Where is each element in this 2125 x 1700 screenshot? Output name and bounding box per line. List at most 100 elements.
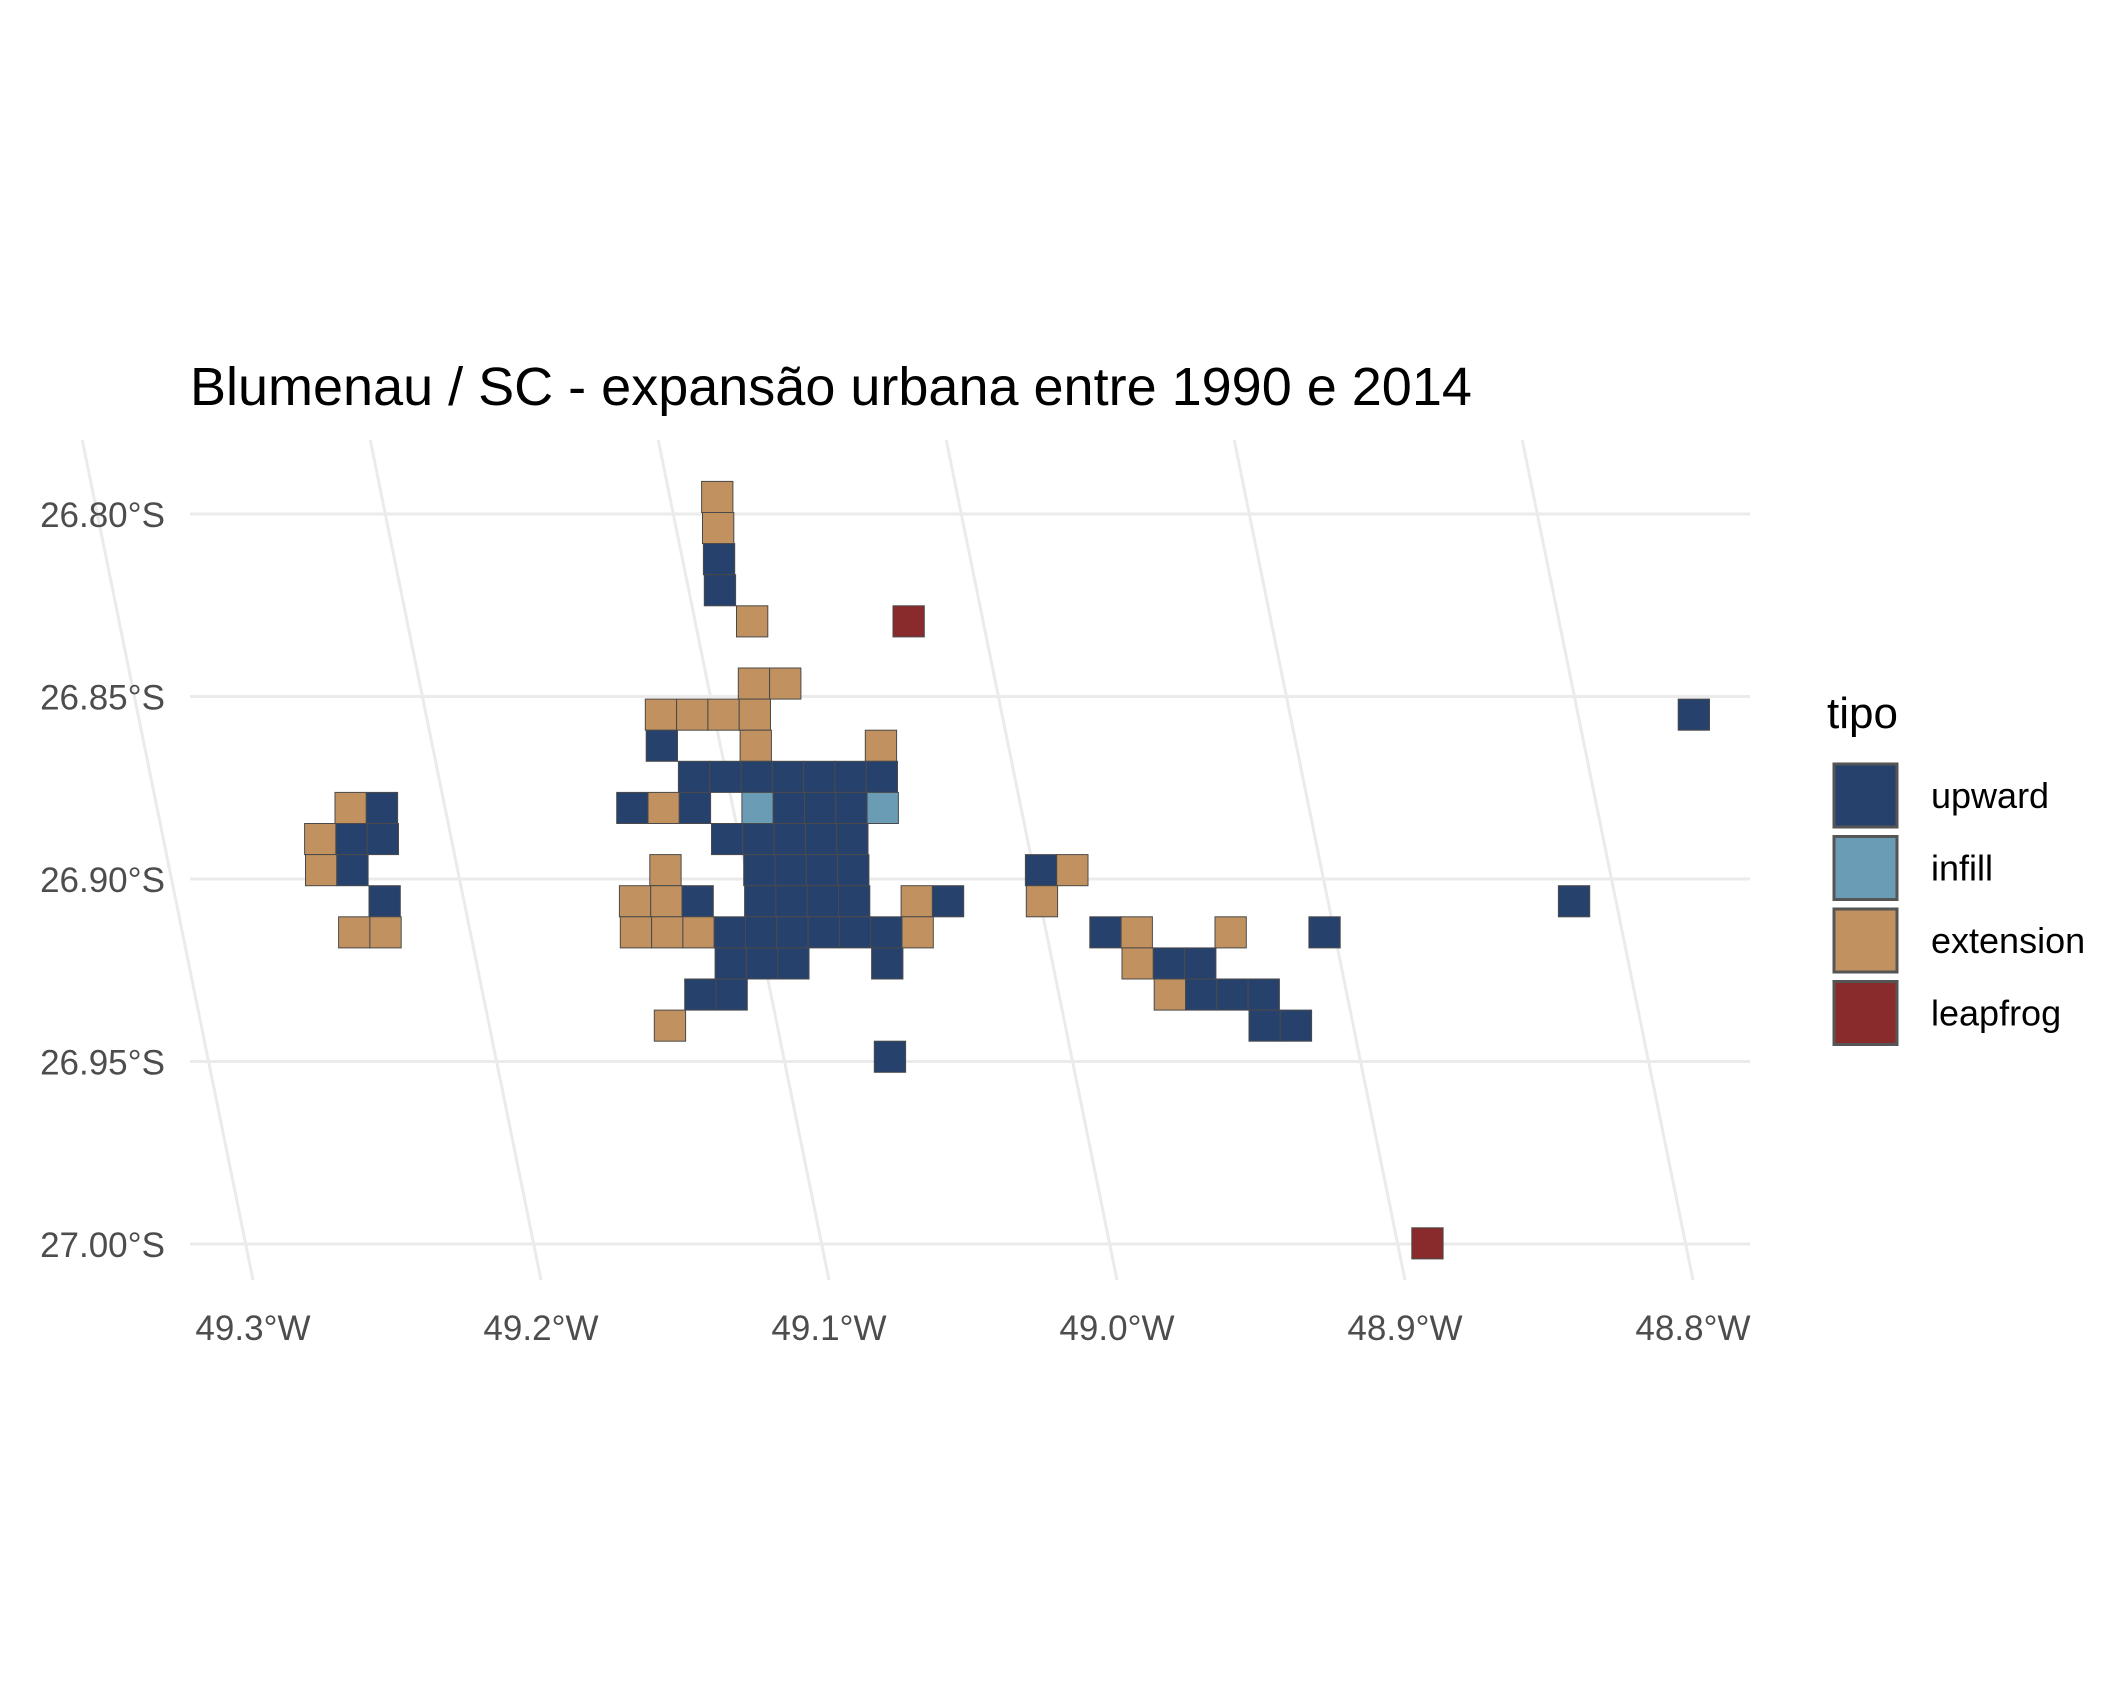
meridian-line [80,439,255,1281]
grid-cell [736,605,769,638]
grid-cell [336,854,369,887]
legend-key [1832,980,1899,1046]
grid-cell [1121,947,1154,980]
grid-cell [773,823,806,856]
grid-cell [892,605,925,638]
grid-cell [900,885,933,918]
grid-cell [1024,854,1058,887]
meridian-line [1520,439,1695,1281]
y-tick-label: 27.00°S [40,1226,165,1265]
grid-cell [681,885,714,918]
grid-cell [334,791,367,825]
grid-cell [931,885,965,918]
y-tick-label: 26.95°S [40,1044,165,1083]
x-tick-label: 49.2°W [483,1309,598,1348]
grid-cell [619,916,653,949]
y-tick-label: 26.90°S [40,861,165,900]
grid-cell [647,791,680,825]
grid-cells [304,480,1710,1260]
grid-cell [1184,947,1217,980]
grid-cell [804,791,837,825]
grid-cell [715,978,748,1011]
grid-cell [678,791,712,825]
grid-cell [1411,1227,1444,1260]
grid-cell [743,854,776,887]
grid-cell [1214,916,1247,949]
grid-cell [901,916,934,949]
grid-cell [871,947,904,980]
grid-cell [864,729,898,762]
grid-cell [865,760,899,793]
grid-cell [1056,854,1089,887]
grid-cell [304,823,337,856]
grid-cell [644,698,678,731]
grid-cell [745,947,779,980]
grid-cell [771,760,805,793]
legend-title: tipo [1827,689,1898,738]
grid-cell [684,978,717,1011]
grid-cell [739,729,772,762]
grid-cell [369,916,402,949]
grid-cell [1248,1009,1281,1042]
grid-cell [834,760,867,793]
grid-cell [838,885,871,918]
grid-cell [866,791,899,825]
grid-cell [1025,885,1059,918]
grid-cell [365,791,399,825]
grid-cell [835,791,868,825]
grid-cell [744,885,777,918]
grid-cell [1216,978,1249,1011]
grid-cell [837,854,870,887]
grid-cell [702,543,736,576]
grid-cell [737,667,771,700]
grid-cell [676,698,709,731]
grid-cell [1308,916,1341,949]
x-tick-label: 49.1°W [771,1309,886,1348]
x-tick-label: 49.3°W [195,1309,310,1348]
grid-cell [645,729,679,762]
grid-cell [738,698,772,731]
grid-cell [804,823,838,856]
grid-cell [870,916,903,949]
grid-cell [873,1040,907,1073]
grid-cell [702,512,735,545]
legend-key [1832,907,1899,974]
grid-cell [338,916,371,949]
legend-label: upward [1931,775,2049,816]
grid-cell [649,854,682,887]
grid-cell [1279,1009,1313,1042]
grid-cell [803,760,836,793]
grid-cell [776,916,809,949]
x-axis-tick-labels: 49.3°W 49.2°W 49.1°W 49.0°W 48.9°W 48.8°W [195,1309,1750,1348]
grid-cell [650,885,683,918]
legend: tipo upward infill extension leapfrog [1827,689,2085,1046]
grid-cell [740,760,773,793]
grid-cell [714,947,747,980]
grid-cell [838,916,872,949]
y-tick-label: 26.85°S [40,679,165,718]
meridian-line [1232,439,1407,1281]
grid-cell [774,854,807,887]
grid-cell [682,916,715,949]
legend-label: extension [1931,920,2085,961]
grid-cell [745,916,778,949]
grid-cell [769,667,802,700]
grid-cell [709,760,742,793]
x-tick-label: 48.8°W [1635,1309,1750,1348]
x-tick-label: 49.0°W [1059,1309,1174,1348]
legend-items: upward infill extension leapfrog [1832,762,2085,1046]
grid-cell [616,791,649,825]
meridian-line [368,439,543,1281]
grid-cell [677,760,711,793]
grid-cell [1677,698,1710,731]
grid-cell [741,791,774,825]
y-tick-label: 26.80°S [40,496,165,535]
grid-cell [701,480,734,513]
x-tick-label: 48.9°W [1347,1309,1462,1348]
chart-title: Blumenau / SC - expansão urbana entre 19… [190,357,1472,417]
grid-cell [305,854,338,887]
grid-cell [777,947,810,980]
legend-label: infill [1931,848,1993,889]
grid-cell [1120,916,1153,949]
